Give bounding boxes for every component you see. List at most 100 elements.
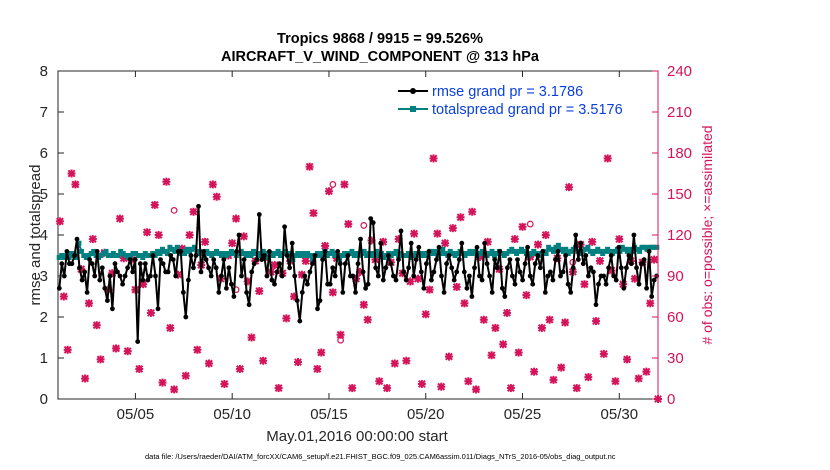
obs-assimilated-marker	[561, 318, 570, 327]
spread-point	[555, 242, 561, 248]
obs-assimilated-marker	[313, 364, 322, 373]
y-tick-label-right: 90	[667, 268, 684, 285]
obs-assimilated-marker	[417, 379, 426, 388]
obs-assimilated-marker	[88, 235, 97, 244]
rmse-point	[641, 257, 647, 262]
obs-assimilated-marker	[522, 291, 531, 300]
rmse-point	[89, 261, 95, 267]
obs-assimilated-marker	[305, 162, 314, 171]
obs-assimilated-marker	[421, 310, 430, 319]
rmse-point	[330, 265, 336, 271]
rmse-point	[236, 232, 242, 238]
rmse-point	[188, 253, 194, 258]
rmse-point	[61, 273, 67, 279]
obs-assimilated-marker	[63, 345, 72, 354]
rmse-point	[206, 265, 212, 271]
obs-assimilated-marker	[549, 375, 558, 384]
rmse-point	[580, 261, 586, 267]
spread-point	[115, 253, 121, 258]
obs-assimilated-marker	[135, 364, 144, 373]
obs-assimilated-marker	[59, 292, 68, 301]
rmse-point	[527, 273, 533, 279]
obs-assimilated-marker	[154, 231, 163, 239]
obs-assimilated-marker	[317, 348, 326, 357]
rmse-point	[416, 244, 422, 250]
obs-assimilated-marker	[464, 377, 473, 386]
rmse-point	[173, 273, 179, 279]
obs-assimilated-marker	[646, 299, 655, 308]
rmse-point	[322, 249, 328, 254]
rmse-point	[608, 253, 614, 258]
rmse-point	[461, 269, 467, 275]
y-axis-label-left: rmse and totalspread	[27, 165, 44, 306]
rmse-point	[593, 302, 599, 308]
rmse-point	[464, 285, 470, 291]
spread-point	[373, 248, 379, 254]
rmse-point	[112, 261, 118, 267]
rmse-point	[97, 277, 103, 283]
obs-assimilated-marker	[189, 207, 198, 216]
obs-assimilated-marker	[274, 384, 283, 393]
rmse-point	[530, 281, 536, 287]
obs-assimilated-marker	[503, 308, 512, 317]
rmse-point	[294, 298, 300, 303]
obs-assimilated-marker	[375, 377, 384, 386]
spread-point	[174, 244, 180, 250]
spread-point	[349, 248, 355, 254]
rmse-point	[246, 302, 252, 308]
rmse-point	[241, 257, 247, 262]
rmse-point	[345, 253, 351, 258]
obs-assimilated-marker	[193, 345, 202, 354]
spread-point	[563, 246, 569, 252]
obs-assimilated-marker	[433, 229, 442, 238]
rmse-point	[575, 257, 581, 262]
legend-spread-marker	[410, 106, 416, 112]
rmse-point	[196, 203, 201, 209]
obs-assimilated-marker	[441, 239, 450, 248]
rmse-point	[150, 253, 156, 258]
rmse-point	[618, 265, 624, 271]
rmse-point	[391, 273, 396, 279]
rmse-point	[56, 285, 62, 291]
obs-assimilated-marker	[115, 214, 124, 223]
rmse-point	[132, 257, 138, 262]
obs-assimilated-marker	[170, 385, 179, 394]
rmse-point	[102, 285, 108, 291]
rmse-point	[299, 290, 305, 295]
rmse-point	[459, 240, 465, 246]
y-tick-label-right: 180	[667, 145, 692, 162]
obs-assimilated-marker	[514, 348, 523, 357]
obs-assimilated-marker	[158, 378, 167, 387]
obs-assimilated-marker	[425, 285, 434, 294]
rmse-point	[274, 269, 280, 275]
rmse-point	[505, 265, 510, 271]
obs-assimilated-marker	[383, 384, 392, 393]
obs-assimilated-marker	[518, 222, 527, 231]
rmse-point	[651, 277, 657, 283]
y-tick-label-left: 3	[40, 268, 48, 285]
rmse-point	[472, 265, 477, 271]
rmse-point	[649, 294, 655, 299]
rmse-point	[624, 265, 629, 271]
rmse-point	[482, 240, 487, 246]
rmse-point	[160, 261, 166, 267]
obs-assimilated-marker	[96, 355, 105, 364]
rmse-point	[489, 290, 495, 295]
obs-assimilated-marker	[506, 384, 515, 393]
obs-assimilated-marker	[452, 282, 461, 291]
obs-assimilated-marker	[588, 237, 597, 246]
obs-assimilated-marker	[270, 261, 279, 270]
obs-assimilated-marker	[603, 154, 612, 163]
rmse-point	[398, 228, 404, 234]
rmse-point	[441, 290, 447, 295]
rmse-point	[183, 314, 189, 320]
obs-assimilated-marker	[580, 280, 589, 289]
spread-point	[91, 248, 97, 254]
rmse-point	[555, 249, 561, 254]
rmse-point	[153, 273, 158, 279]
spread-point	[76, 240, 82, 246]
x-tick-label: 05/30	[601, 406, 639, 423]
rmse-point	[332, 273, 338, 279]
rmse-point	[522, 261, 528, 267]
spread-point	[361, 248, 367, 254]
